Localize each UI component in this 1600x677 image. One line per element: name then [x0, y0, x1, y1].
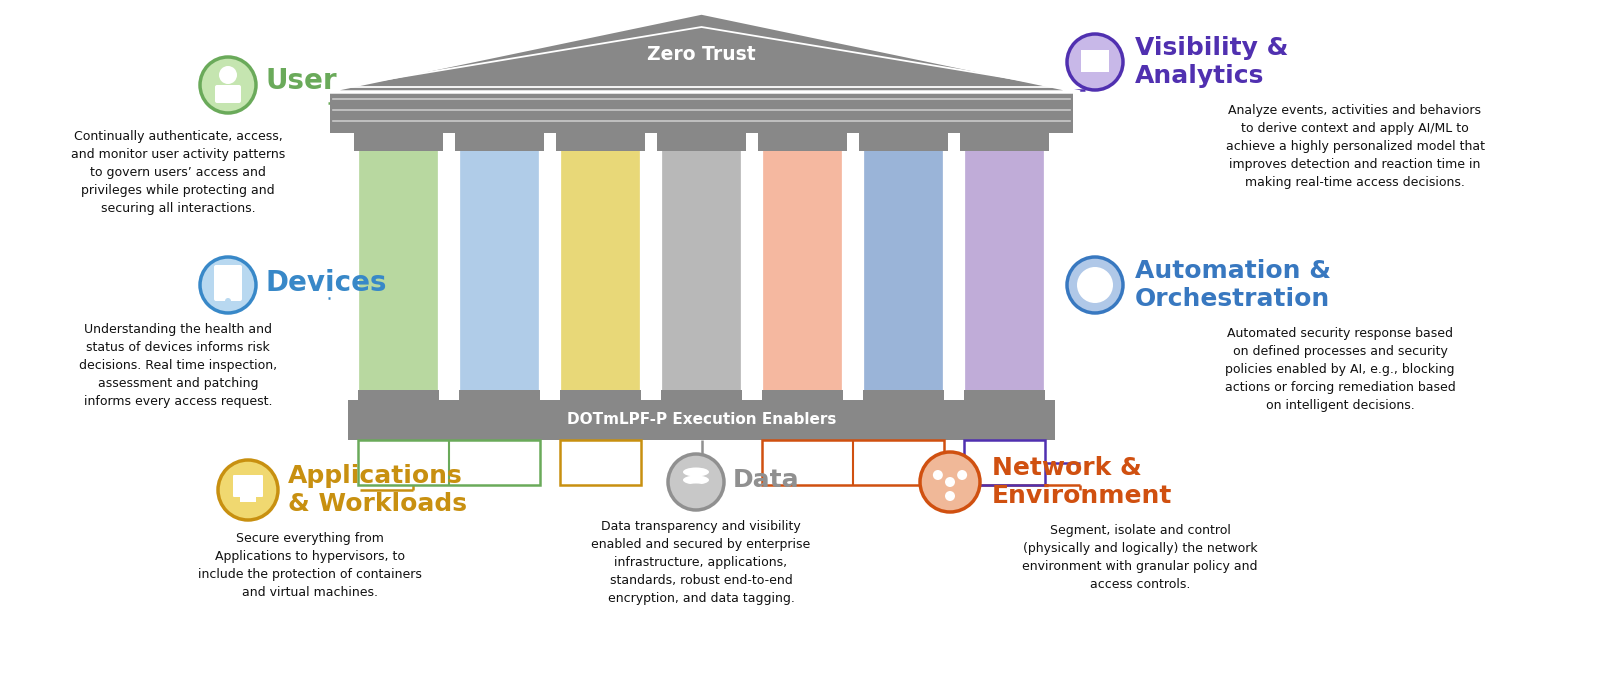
FancyBboxPatch shape [461, 148, 539, 393]
Text: Applications: Applications [288, 464, 462, 488]
Text: Network &: Network & [992, 456, 1142, 480]
Text: & Workloads: & Workloads [288, 492, 467, 516]
FancyBboxPatch shape [459, 390, 539, 400]
FancyBboxPatch shape [661, 390, 742, 400]
Text: Analyze events, activities and behaviors
to derive context and apply AI/ML to
ac: Analyze events, activities and behaviors… [1226, 104, 1485, 189]
FancyBboxPatch shape [240, 497, 256, 502]
FancyBboxPatch shape [349, 400, 1054, 440]
Text: Analytics: Analytics [1134, 64, 1264, 88]
Text: Continually authenticate, access,
and monitor user activity patterns
to govern u: Continually authenticate, access, and mo… [70, 130, 285, 215]
FancyBboxPatch shape [762, 390, 843, 400]
FancyBboxPatch shape [658, 133, 746, 151]
Text: DOTmLPF-P Execution Enablers: DOTmLPF-P Execution Enablers [566, 412, 837, 427]
Ellipse shape [683, 483, 709, 492]
FancyBboxPatch shape [965, 148, 1043, 393]
FancyBboxPatch shape [562, 148, 640, 393]
Text: Secure everything from
Applications to hypervisors, to
include the protection of: Secure everything from Applications to h… [198, 532, 422, 599]
Circle shape [219, 66, 237, 84]
FancyBboxPatch shape [358, 390, 438, 400]
Circle shape [200, 257, 256, 313]
Circle shape [933, 470, 942, 480]
Circle shape [920, 452, 979, 512]
Circle shape [946, 477, 955, 487]
FancyBboxPatch shape [330, 92, 1074, 133]
Polygon shape [323, 13, 1080, 92]
FancyBboxPatch shape [214, 265, 242, 301]
Text: Zero Trust: Zero Trust [646, 45, 755, 64]
FancyBboxPatch shape [354, 133, 443, 151]
FancyBboxPatch shape [965, 390, 1045, 400]
Ellipse shape [683, 475, 709, 485]
Circle shape [1067, 257, 1123, 313]
Text: Visibility &: Visibility & [1134, 36, 1288, 60]
Circle shape [1077, 267, 1114, 303]
FancyBboxPatch shape [859, 133, 947, 151]
Text: Data transparency and visibility
enabled and secured by enterprise
infrastructur: Data transparency and visibility enabled… [592, 520, 811, 605]
Circle shape [226, 298, 230, 304]
FancyBboxPatch shape [1082, 50, 1109, 72]
Text: User: User [266, 67, 338, 95]
FancyBboxPatch shape [960, 133, 1050, 151]
Text: Automated security response based
on defined processes and security
policies ena: Automated security response based on def… [1224, 327, 1456, 412]
Text: Understanding the health and
status of devices informs risk
decisions. Real time: Understanding the health and status of d… [78, 323, 277, 408]
Text: Devices: Devices [266, 269, 387, 297]
Circle shape [946, 491, 955, 501]
FancyBboxPatch shape [758, 133, 846, 151]
FancyBboxPatch shape [557, 133, 645, 151]
FancyBboxPatch shape [662, 148, 741, 393]
FancyBboxPatch shape [454, 133, 544, 151]
Text: Automation &: Automation & [1134, 259, 1331, 283]
FancyBboxPatch shape [864, 148, 942, 393]
Circle shape [669, 454, 723, 510]
Text: Orchestration: Orchestration [1134, 287, 1330, 311]
FancyBboxPatch shape [234, 475, 262, 497]
Text: Data: Data [733, 468, 800, 492]
Circle shape [200, 57, 256, 113]
Circle shape [957, 470, 966, 480]
Text: Environment: Environment [992, 484, 1173, 508]
FancyBboxPatch shape [358, 148, 438, 393]
Ellipse shape [683, 468, 709, 477]
Text: Segment, isolate and control
(physically and logically) the network
environment : Segment, isolate and control (physically… [1022, 524, 1258, 591]
FancyBboxPatch shape [560, 390, 642, 400]
Circle shape [218, 460, 278, 520]
FancyBboxPatch shape [862, 390, 944, 400]
FancyBboxPatch shape [214, 85, 242, 103]
Circle shape [1067, 34, 1123, 90]
FancyBboxPatch shape [763, 148, 842, 393]
